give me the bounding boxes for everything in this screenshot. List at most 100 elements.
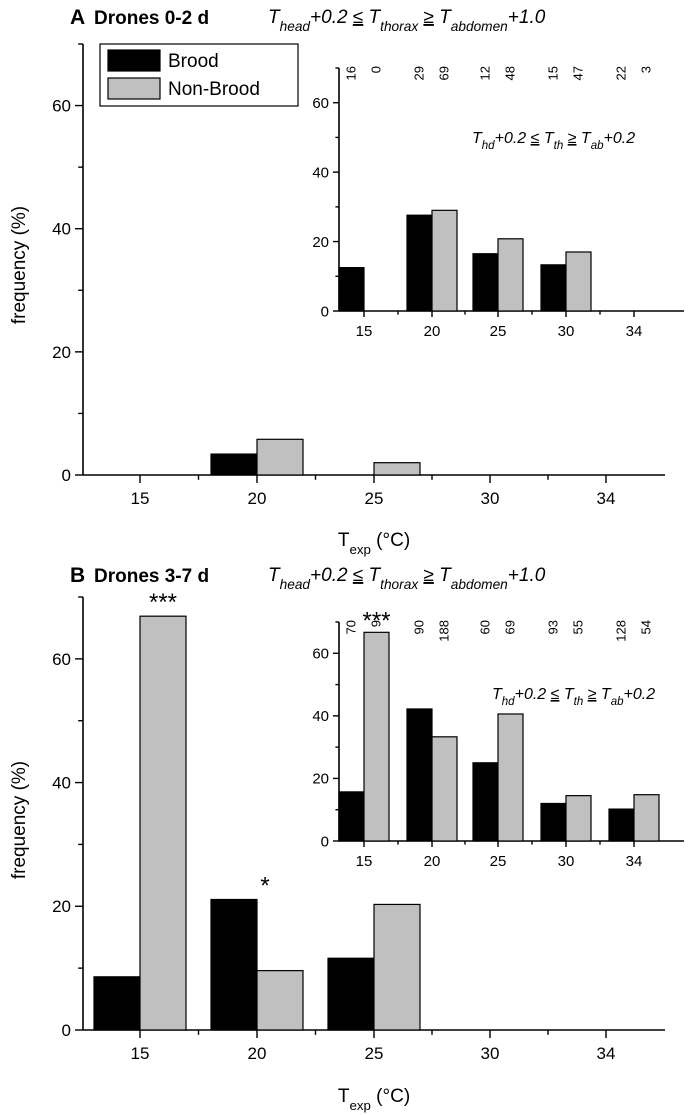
bar-brood [338,267,365,312]
x-axis-label: Texp (°C) [338,530,410,557]
x-tick-label: 20 [424,853,441,870]
significance-marker: * [260,872,269,899]
x-tick-label: 20 [248,1044,267,1063]
y-tick-label: 40 [52,220,71,239]
A-inset-chart: 0 20 40 60 15 20 25 30 34 16 0 29 69 12 48 15 47 22 3 [312,66,684,340]
sample-count: 22 [614,66,629,80]
bar-brood [608,808,635,842]
x-tick-label: 30 [558,853,575,870]
sample-count: 16 [344,66,359,80]
bar-non-brood [565,251,592,312]
sample-count: 15 [546,66,561,80]
y-tick-label: 0 [62,1021,71,1040]
y-tick-label: 0 [62,466,71,485]
panel-title: Drones 3-7 d [94,566,209,587]
sample-count: 69 [503,620,518,634]
sample-count: 29 [412,66,427,80]
legend-label: Brood [168,51,219,72]
sample-count: 60 [478,620,493,634]
y-axis-label: frequency (%) [9,761,30,879]
sample-count: 3 [639,66,654,73]
y-tick-label: 60 [312,95,329,112]
significance-marker: *** [362,607,390,634]
y-tick-label: 20 [52,897,71,916]
y-tick-label: 20 [52,343,71,362]
sample-count: 90 [412,620,427,634]
x-tick-label: 25 [365,489,384,508]
bar-non-brood [373,903,421,1031]
panel-letter: B [70,564,85,587]
x-tick-label: 30 [558,323,575,340]
y-tick-label: 0 [321,833,329,850]
bar-non-brood [497,713,524,842]
x-tick-label: 30 [481,489,500,508]
y-axis-label: frequency (%) [9,206,30,324]
y-tick-label: 60 [312,646,329,663]
x-tick-label: 34 [626,853,643,870]
bar-brood [472,762,499,842]
y-tick-label: 40 [312,164,329,181]
bar-non-brood [565,795,592,842]
x-tick-label: 15 [131,489,150,508]
bar-brood [210,898,258,1031]
x-axis-label: Texp (°C) [338,1086,410,1113]
x-tick-label: 25 [365,1044,384,1063]
panel-title: Drones 0-2 d [94,8,209,29]
sample-count: 69 [437,66,452,80]
bar-brood [540,802,567,842]
condition-label: Thead+0.2 ≤ Tthorax ≥ Tabdomen+1.0 [268,565,546,592]
sample-count: 9 [369,620,384,627]
x-tick-label: 15 [356,853,373,870]
y-tick-label: 0 [321,303,329,320]
bar-non-brood [256,438,304,476]
bar-non-brood [431,209,458,312]
bar-non-brood [497,238,524,312]
significance-marker: *** [149,589,177,616]
x-tick-label: 34 [626,323,643,340]
bar-non-brood [633,794,660,842]
legend: Brood Non-Brood [99,43,299,107]
x-tick-label: 20 [424,323,441,340]
sample-count: 12 [478,66,493,80]
sample-count: 55 [571,620,586,634]
bar-non-brood [363,631,390,842]
bar-non-brood [373,462,421,476]
bar-brood [93,976,141,1031]
sample-count: 54 [639,620,654,634]
bar-non-brood [139,615,187,1031]
bar-brood [540,264,567,312]
bar-brood [406,214,433,312]
y-tick-label: 20 [312,771,329,788]
bar-non-brood [431,736,458,842]
y-tick-label: 40 [312,708,329,725]
x-tick-label: 25 [490,323,507,340]
sample-count: 70 [344,620,359,634]
bar-brood [472,253,499,312]
sample-count: 188 [437,620,452,642]
x-tick-label: 34 [597,1044,616,1063]
B-inset-chart: 0 20 40 60 15 20 25 30 34 ***70 9 90 188 60 69 93 55 128 5… [312,607,684,870]
legend-swatch [107,77,161,100]
bar-brood [338,791,365,842]
bar-brood [327,957,375,1031]
sample-count: 47 [571,66,586,80]
x-tick-label: 34 [597,489,616,508]
y-tick-label: 60 [52,97,71,116]
panel-letter: A [70,6,85,29]
sample-count: 0 [369,66,384,73]
legend-swatch [107,49,161,72]
y-tick-label: 20 [312,234,329,251]
x-tick-label: 30 [481,1044,500,1063]
bar-non-brood [256,970,304,1031]
x-tick-label: 25 [490,853,507,870]
bar-brood [210,453,258,476]
x-tick-label: 20 [248,489,267,508]
x-tick-label: 15 [131,1044,150,1063]
bar-brood [406,708,433,842]
inset-condition-label: Thd+0.2 ≤ Tth ≥ Tab+0.2 [492,686,655,708]
condition-label: Thead+0.2 ≤ Tthorax ≥ Tabdomen+1.0 [268,7,546,34]
inset-condition-label: Thd+0.2 ≤ Tth ≥ Tab+0.2 [472,130,635,152]
